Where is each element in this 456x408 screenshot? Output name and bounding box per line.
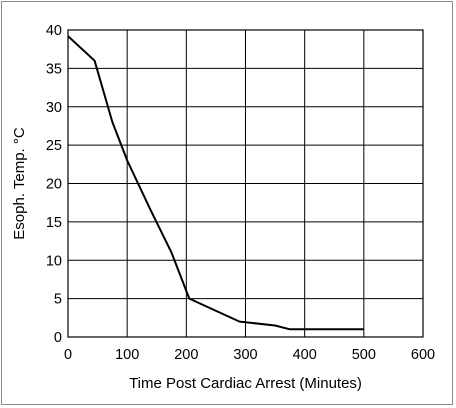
y-axis-ticks: 0 5 10 15 20 25 30 35 40: [46, 23, 62, 346]
x-tick-label-2: 200: [174, 347, 198, 363]
x-tick-label-5: 500: [352, 347, 376, 363]
x-tick-label-1: 100: [115, 347, 139, 363]
series-line-esophageal-temperature: [67, 35, 364, 331]
y-tick-label-7: 35: [46, 61, 62, 77]
y-axis-label: Esoph. Temp. °C: [11, 127, 28, 240]
x-axis-ticks: 0 100 200 300 400 500 600: [64, 347, 435, 363]
x-tick-label-3: 300: [233, 347, 257, 363]
x-tick-label-0: 0: [64, 347, 72, 363]
y-tick-label-6: 30: [46, 100, 62, 116]
y-tick-label-5: 25: [46, 138, 62, 154]
y-tick-label-2: 10: [46, 253, 62, 269]
grid: [67, 29, 424, 338]
x-axis-label: Time Post Cardiac Arrest (Minutes): [129, 375, 362, 392]
y-tick-label-3: 15: [46, 215, 62, 231]
y-tick-label-4: 20: [46, 177, 62, 193]
x-tick-label-6: 600: [411, 347, 435, 363]
x-tick-label-4: 400: [293, 347, 317, 363]
y-tick-label-8: 40: [46, 23, 62, 39]
y-tick-label-0: 0: [54, 330, 62, 346]
plot-area-border: [67, 29, 424, 338]
y-tick-label-1: 5: [54, 292, 62, 308]
